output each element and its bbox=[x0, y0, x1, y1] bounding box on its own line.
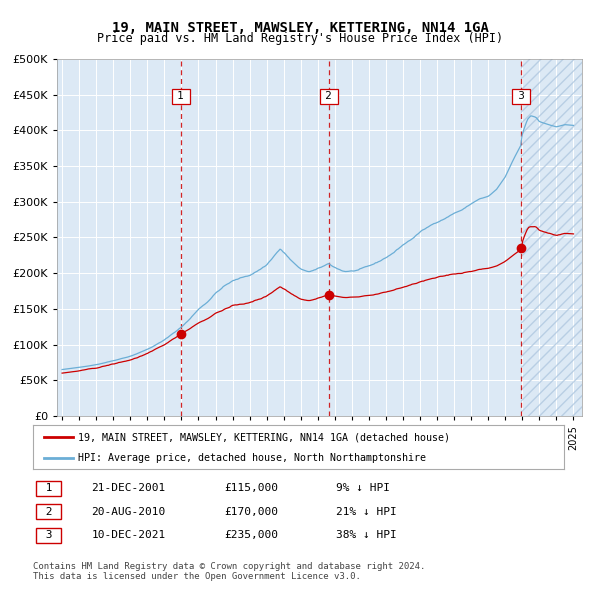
Text: 3: 3 bbox=[39, 530, 59, 540]
Text: This data is licensed under the Open Government Licence v3.0.: This data is licensed under the Open Gov… bbox=[33, 572, 361, 581]
Text: 3: 3 bbox=[515, 91, 528, 101]
Text: 20-AUG-2010: 20-AUG-2010 bbox=[91, 507, 166, 517]
Text: 2: 2 bbox=[322, 91, 335, 101]
Text: 38% ↓ HPI: 38% ↓ HPI bbox=[335, 530, 397, 540]
Text: 2: 2 bbox=[39, 507, 59, 517]
Text: 1: 1 bbox=[39, 483, 59, 493]
Text: 10-DEC-2021: 10-DEC-2021 bbox=[91, 530, 166, 540]
Text: 9% ↓ HPI: 9% ↓ HPI bbox=[335, 483, 389, 493]
Text: 21-DEC-2001: 21-DEC-2001 bbox=[91, 483, 166, 493]
Text: 1: 1 bbox=[175, 91, 187, 101]
Text: £170,000: £170,000 bbox=[224, 507, 278, 517]
Text: Price paid vs. HM Land Registry's House Price Index (HPI): Price paid vs. HM Land Registry's House … bbox=[97, 32, 503, 45]
Text: Contains HM Land Registry data © Crown copyright and database right 2024.: Contains HM Land Registry data © Crown c… bbox=[33, 562, 425, 571]
Text: 19, MAIN STREET, MAWSLEY, KETTERING, NN14 1GA (detached house): 19, MAIN STREET, MAWSLEY, KETTERING, NN1… bbox=[78, 432, 450, 442]
Text: 19, MAIN STREET, MAWSLEY, KETTERING, NN14 1GA: 19, MAIN STREET, MAWSLEY, KETTERING, NN1… bbox=[112, 21, 488, 35]
Text: £235,000: £235,000 bbox=[224, 530, 278, 540]
Bar bbox=[521, 59, 582, 416]
Text: £115,000: £115,000 bbox=[224, 483, 278, 493]
Text: HPI: Average price, detached house, North Northamptonshire: HPI: Average price, detached house, Nort… bbox=[78, 453, 426, 463]
Text: 21% ↓ HPI: 21% ↓ HPI bbox=[335, 507, 397, 517]
